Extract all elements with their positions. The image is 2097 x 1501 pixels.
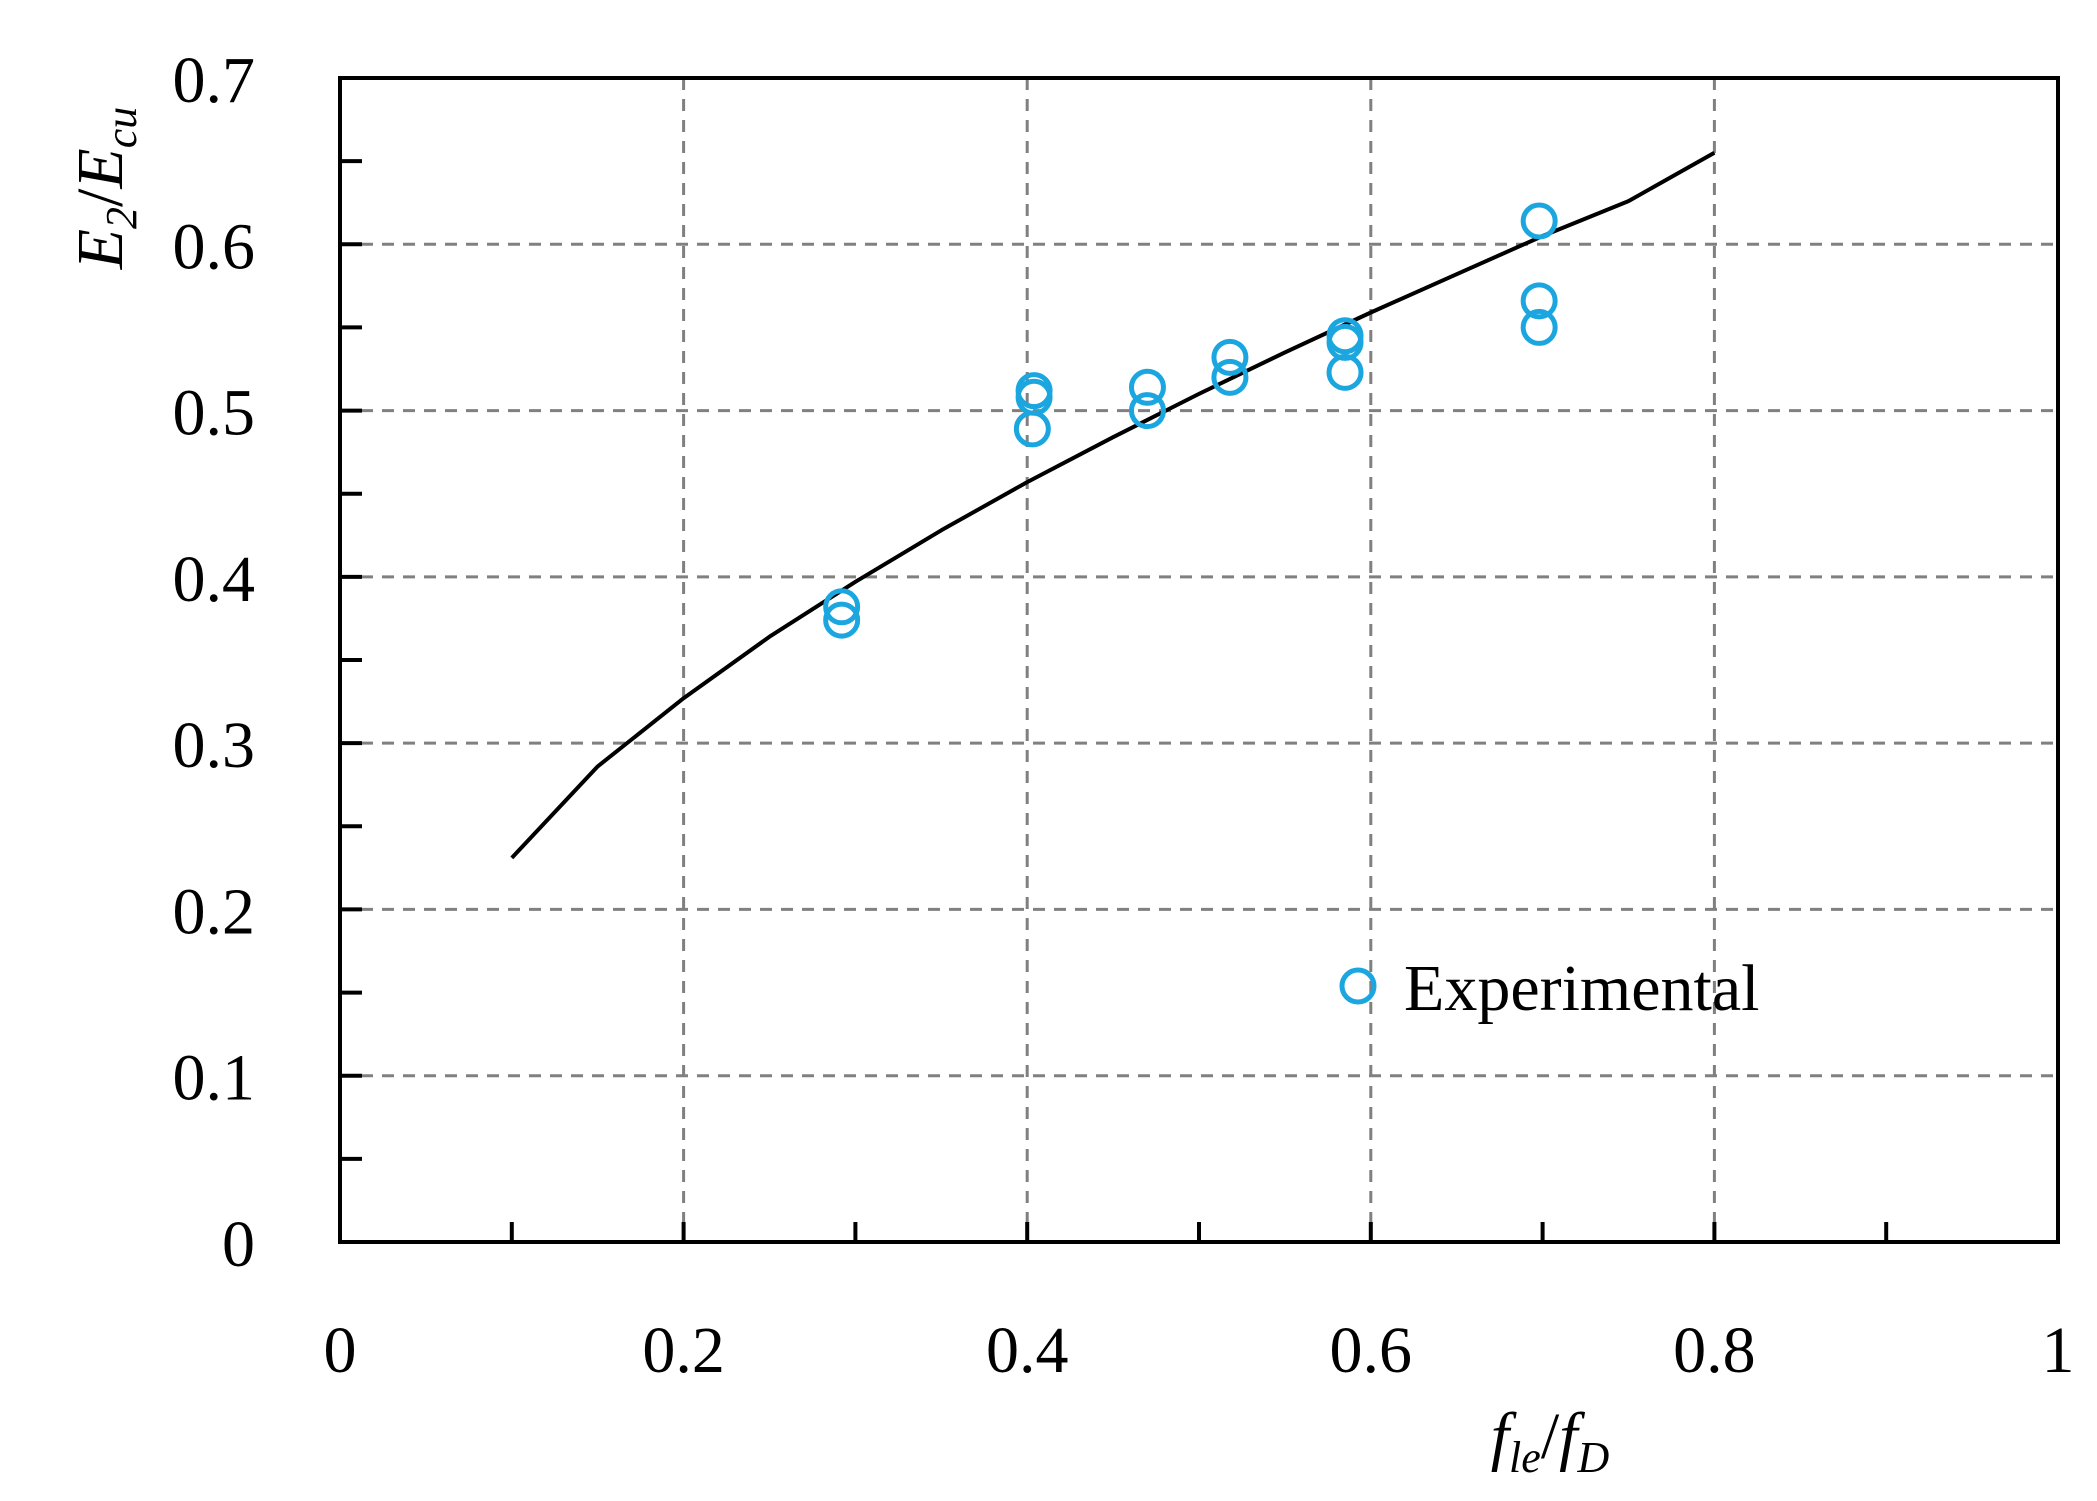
y-axis-title-main: E (64, 229, 137, 270)
plot-series (510, 151, 1716, 860)
data-point-experimental (1128, 392, 1166, 430)
y-tick-label: 0.4 (173, 543, 256, 616)
data-point-experimental (823, 588, 861, 626)
legend-label-experimental: Experimental (1404, 952, 1760, 1025)
data-point-experimental (1211, 338, 1249, 376)
y-axis-title-sub: 2 (97, 207, 146, 229)
x-tick-label: 0.2 (642, 1314, 725, 1387)
y-axis-title: E2/Ecu (64, 107, 146, 271)
tick-labels: 0 0.2 0.4 0.6 0.8 1 0 0.1 0.2 0.3 0.4 0.5 0.6 0.7 (173, 44, 2075, 1387)
data-point-experimental (1520, 202, 1558, 240)
plot-frame (338, 76, 2060, 1244)
y-tick-label: 0 (222, 1208, 255, 1281)
y-tick-label: 0.1 (173, 1042, 256, 1115)
legend-marker-experimental (1339, 967, 1377, 1005)
data-point-experimental (1520, 282, 1558, 320)
y-axis-title-slash: / (64, 188, 137, 207)
data-point-experimental (1013, 410, 1051, 448)
legend: Experimental (1339, 952, 1760, 1025)
grid-lines (340, 78, 2058, 1242)
data-point-experimental (823, 601, 861, 639)
data-point-experimental (1128, 368, 1166, 406)
fit-curve-line (510, 151, 1716, 860)
y-tick-label: 0.7 (173, 44, 256, 117)
x-tick-label: 0.6 (1330, 1314, 1413, 1387)
data-point-experimental (1211, 358, 1249, 396)
x-axis-title-slash: / (1541, 1400, 1560, 1473)
data-point-experimental (1520, 308, 1558, 346)
y-axis-title-main2: E (64, 148, 137, 189)
y-tick-label: 0.3 (173, 709, 256, 782)
x-tick-label: 0.4 (986, 1314, 1069, 1387)
x-axis-title: fle/fD (1491, 1400, 1610, 1482)
x-axis-title-sub: le (1509, 1433, 1541, 1482)
x-tick-label: 1 (2042, 1314, 2075, 1387)
x-axis-title-sub2: D (1577, 1433, 1610, 1482)
y-tick-label: 0.2 (173, 875, 256, 948)
data-point-experimental (1326, 353, 1364, 391)
axis-ticks (340, 159, 1889, 1242)
y-axis-title-sub2: cu (97, 107, 146, 149)
x-tick-label: 0.8 (1673, 1314, 1756, 1387)
y-tick-label: 0.6 (173, 210, 256, 283)
y-tick-label: 0.5 (173, 377, 256, 450)
x-tick-label: 0 (324, 1314, 357, 1387)
